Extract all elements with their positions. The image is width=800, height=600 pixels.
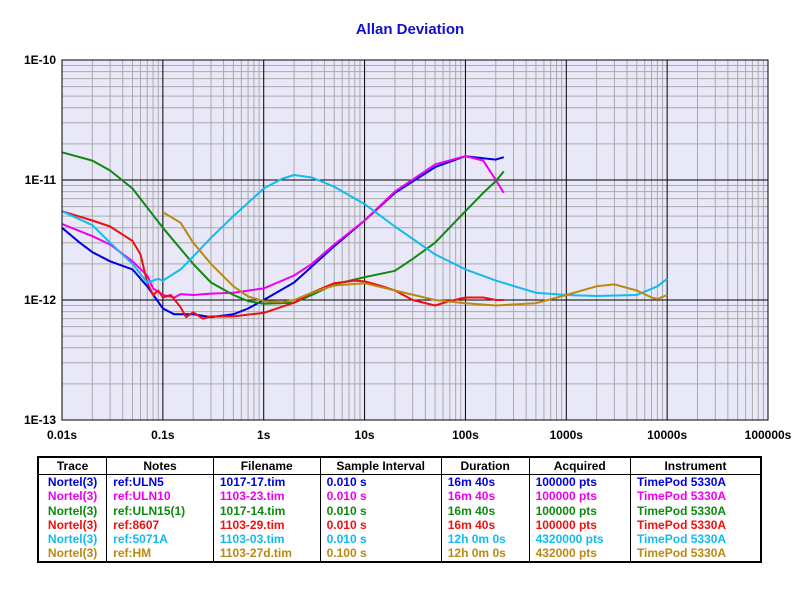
header-filename: Filename — [212, 457, 321, 475]
y-tick-label: 1E-12 — [24, 293, 56, 307]
legend-cell-filename: 1103-03.tim — [212, 532, 321, 547]
y-tick-label: 1E-10 — [24, 53, 56, 67]
legend-cell-trace: Nortel(3) — [37, 489, 108, 504]
legend-cell-acquired: 4320000 pts — [528, 532, 631, 547]
legend-cell-sample-interval: 0.010 s — [319, 474, 442, 490]
legend-cell-duration: 16m 40s — [440, 503, 530, 518]
allan-deviation-chart: Allan Deviation 0.01s 0.1s 1s 10s 100s 1000s 1… — [24, 21, 792, 442]
legend-cell-duration: 12h 0m 0s — [440, 546, 530, 562]
legend-cell-trace: Nortel(3) — [37, 532, 108, 547]
legend-cell-sample-interval: 0.100 s — [319, 546, 442, 562]
header-sample-interval: Sample Interval — [319, 457, 442, 475]
header-acquired: Acquired — [528, 457, 631, 475]
x-tick-label: 10s — [355, 428, 375, 442]
legend-cell-instrument: TimePod 5330A — [629, 503, 762, 518]
legend-cell-notes: ref:ULN15(1) — [106, 503, 214, 518]
legend-cell-notes: ref:5071A — [106, 532, 214, 547]
legend-cell-acquired: 100000 pts — [528, 489, 631, 504]
legend-cell-duration: 16m 40s — [440, 517, 530, 533]
legend-row: Nortel(3) ref:ULN5 1017-17.tim 0.010 s 16m 4… — [37, 474, 762, 490]
legend-cell-acquired: 100000 pts — [528, 503, 631, 518]
legend-cell-instrument: TimePod 5330A — [629, 474, 762, 490]
header-instrument: Instrument — [629, 457, 762, 475]
series-group — [61, 151, 668, 320]
legend-row: Nortel(3) ref:ULN10 1103-23.tim 0.010 s 16m … — [37, 489, 762, 504]
legend-cell-sample-interval: 0.010 s — [319, 517, 442, 533]
series-line-1 — [61, 155, 505, 319]
legend-cell-duration: 16m 40s — [440, 474, 530, 490]
legend-row: Nortel(3) ref:HM 1103-27d.tim 0.100 s 12h 0m… — [37, 546, 762, 562]
legend-cell-duration: 16m 40s — [440, 489, 530, 504]
series-line-2 — [61, 155, 505, 299]
series-line-6 — [162, 211, 668, 307]
legend-header-row: Trace Notes Filename Sample Interval Dur… — [37, 457, 762, 475]
legend-cell-instrument: TimePod 5330A — [629, 532, 762, 547]
x-tick-label: 0.01s — [47, 428, 77, 442]
header-duration: Duration — [440, 457, 530, 475]
legend-cell-filename: 1103-29.tim — [212, 517, 321, 533]
chart-title: Allan Deviation — [356, 21, 464, 38]
x-tick-label: 100000s — [745, 428, 792, 442]
legend-cell-trace: Nortel(3) — [37, 503, 108, 518]
x-tick-label: 100s — [452, 428, 479, 442]
x-tick-label: 10000s — [647, 428, 687, 442]
legend-cell-instrument: TimePod 5330A — [629, 517, 762, 533]
legend-cell-sample-interval: 0.010 s — [319, 503, 442, 518]
x-tick-label: 1000s — [550, 428, 584, 442]
y-tick-label: 1E-13 — [24, 413, 56, 427]
y-tick-label: 1E-11 — [25, 173, 57, 187]
legend-cell-instrument: TimePod 5330A — [629, 489, 762, 504]
legend-cell-acquired: 100000 pts — [528, 517, 631, 533]
minor-gridlines — [62, 60, 768, 420]
legend-cell-filename: 1103-27d.tim — [212, 546, 321, 562]
legend-cell-notes: ref:ULN5 — [106, 474, 214, 490]
legend-cell-acquired: 432000 pts — [528, 546, 631, 562]
legend-row: Nortel(3) ref:5071A 1103-03.tim 0.010 s 12h … — [37, 532, 762, 547]
y-axis-tick-labels: 1E-10 1E-11 1E-12 1E-13 — [24, 53, 56, 427]
plot-border — [61, 59, 769, 421]
header-notes: Notes — [106, 457, 214, 475]
x-tick-label: 0.1s — [151, 428, 175, 442]
legend-cell-notes: ref:ULN10 — [106, 489, 214, 504]
series-line-5 — [61, 174, 668, 297]
legend-cell-filename: 1017-14.tim — [212, 503, 321, 518]
legend-cell-trace: Nortel(3) — [37, 517, 108, 533]
legend-cell-sample-interval: 0.010 s — [319, 489, 442, 504]
legend-cell-filename: 1103-23.tim — [212, 489, 321, 504]
legend-cell-sample-interval: 0.010 s — [319, 532, 442, 547]
legend-cell-instrument: TimePod 5330A — [629, 546, 762, 562]
header-trace: Trace — [37, 457, 108, 475]
legend-body: Nortel(3) ref:ULN5 1017-17.tim 0.010 s 16m 4… — [37, 474, 762, 562]
x-axis-tick-labels: 0.01s 0.1s 1s 10s 100s 1000s 10000s 100000s — [47, 428, 792, 442]
legend-cell-trace: Nortel(3) — [37, 546, 108, 562]
legend-row: Nortel(3) ref:8607 1103-29.tim 0.010 s 16m 4… — [37, 517, 762, 533]
legend-cell-notes: ref:8607 — [106, 517, 214, 533]
legend-cell-acquired: 100000 pts — [528, 474, 631, 490]
legend-cell-filename: 1017-17.tim — [212, 474, 321, 490]
x-tick-label: 1s — [257, 428, 271, 442]
legend-cell-trace: Nortel(3) — [37, 474, 108, 490]
legend-cell-notes: ref:HM — [106, 546, 214, 562]
legend-cell-duration: 12h 0m 0s — [440, 532, 530, 547]
legend-table: Trace Notes Filename Sample Interval Dur… — [37, 456, 762, 563]
